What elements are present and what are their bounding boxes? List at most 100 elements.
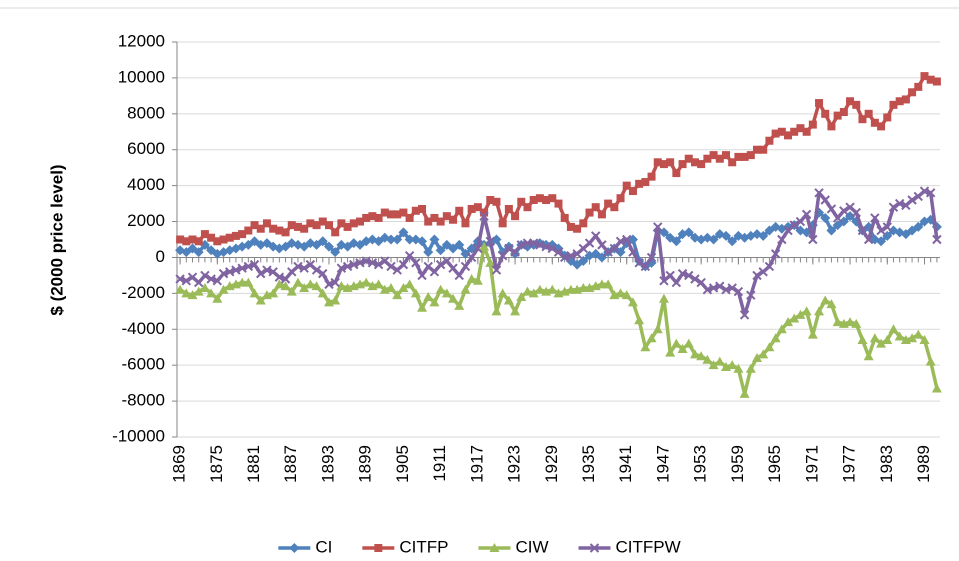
marker xyxy=(783,317,794,327)
marker xyxy=(925,356,936,366)
marker xyxy=(696,277,706,288)
marker xyxy=(522,286,533,296)
y-tick-label: -2000 xyxy=(122,283,165,302)
marker xyxy=(646,333,657,343)
marker xyxy=(175,284,186,294)
marker xyxy=(820,212,831,223)
x-tick-label: 1875 xyxy=(207,445,226,483)
marker xyxy=(573,224,582,233)
marker xyxy=(734,152,743,161)
marker xyxy=(671,236,682,247)
marker xyxy=(417,302,428,312)
marker xyxy=(721,151,730,160)
y-tick-label: 8000 xyxy=(127,103,165,122)
marker xyxy=(256,268,266,279)
marker xyxy=(801,209,812,220)
marker xyxy=(863,351,874,361)
marker xyxy=(851,207,861,218)
marker xyxy=(603,279,614,289)
marker xyxy=(491,306,502,316)
marker xyxy=(417,236,428,247)
marker xyxy=(647,172,656,181)
marker xyxy=(776,324,787,334)
marker xyxy=(280,281,291,291)
marker xyxy=(901,95,910,104)
x-tick-label: 1941 xyxy=(616,445,635,483)
marker xyxy=(386,261,396,272)
marker xyxy=(503,295,514,305)
marker xyxy=(392,234,403,245)
marker xyxy=(869,333,880,343)
x-tick-label: 1983 xyxy=(877,445,896,483)
marker xyxy=(293,222,302,231)
marker xyxy=(746,151,755,160)
marker xyxy=(795,309,806,319)
marker xyxy=(715,154,724,163)
marker xyxy=(262,219,271,228)
marker xyxy=(466,252,477,263)
marker xyxy=(213,237,222,246)
marker xyxy=(200,230,209,239)
marker xyxy=(511,212,520,221)
marker xyxy=(727,236,738,247)
marker xyxy=(529,196,538,204)
marker xyxy=(790,127,799,136)
marker xyxy=(373,259,384,270)
marker xyxy=(362,213,371,222)
marker xyxy=(702,354,713,364)
marker xyxy=(733,286,744,297)
marker xyxy=(814,306,825,316)
marker xyxy=(418,204,427,213)
marker xyxy=(709,151,718,160)
marker xyxy=(671,338,682,348)
marker xyxy=(801,306,812,316)
marker xyxy=(615,288,626,298)
marker xyxy=(753,145,762,154)
marker xyxy=(908,88,917,97)
marker xyxy=(405,213,414,222)
marker xyxy=(621,290,632,300)
marker xyxy=(852,100,861,109)
marker xyxy=(492,197,501,206)
marker xyxy=(597,240,607,250)
marker xyxy=(622,181,631,190)
legend: CI CITFP CIW CITFPW xyxy=(278,537,681,556)
marker xyxy=(714,356,725,366)
marker xyxy=(193,286,204,296)
marker xyxy=(305,279,316,289)
marker xyxy=(883,113,892,122)
marker xyxy=(672,169,681,178)
marker xyxy=(442,256,452,266)
marker xyxy=(895,97,904,106)
marker xyxy=(665,270,675,281)
marker xyxy=(839,108,848,117)
marker xyxy=(455,206,464,215)
marker xyxy=(727,283,737,293)
marker xyxy=(671,277,682,288)
marker xyxy=(181,276,192,286)
marker xyxy=(802,127,811,136)
marker xyxy=(306,219,315,228)
marker xyxy=(547,243,558,254)
marker xyxy=(404,250,415,261)
marker xyxy=(882,222,892,232)
x-tick-label: 1923 xyxy=(505,445,524,483)
marker xyxy=(932,234,942,245)
marker xyxy=(807,329,818,339)
marker xyxy=(542,196,551,204)
marker xyxy=(826,299,837,309)
x-tick-label: 1959 xyxy=(728,445,747,483)
marker xyxy=(628,247,638,257)
marker xyxy=(311,265,322,275)
marker xyxy=(292,277,303,287)
marker xyxy=(616,194,625,203)
marker xyxy=(461,219,470,228)
x-tick-label: 1881 xyxy=(244,445,263,483)
marker xyxy=(479,211,489,221)
marker xyxy=(312,221,321,230)
x-tick-label: 1911 xyxy=(430,445,449,482)
marker xyxy=(931,383,942,393)
marker xyxy=(330,247,341,258)
marker xyxy=(449,215,458,224)
